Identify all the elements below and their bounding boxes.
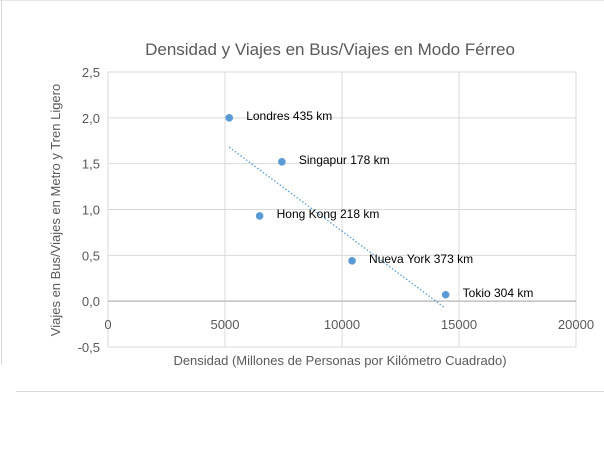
trendline-group: [228, 146, 445, 309]
y-tick-label: -0,5: [78, 340, 100, 355]
data-point: [441, 290, 450, 299]
frame-border-top: [0, 0, 604, 1]
y-axis-label: Viajes en Bus/Viajes en Metro y Tren Lig…: [48, 84, 63, 336]
x-tick-label: 0: [104, 317, 111, 332]
chart-title: Densidad y Viajes en Bus/Viajes en Modo …: [145, 40, 515, 59]
grid: [107, 71, 577, 348]
data-label: Tokio 304 km: [463, 286, 534, 300]
x-tick-label: 5000: [211, 317, 240, 332]
frame-border-left: [1, 0, 2, 365]
x-tick-label: 10000: [324, 317, 360, 332]
frame-border-bottom: [16, 391, 604, 392]
tick-labels: 0 5000 10000 15000 20000 -0,5 0,0 0,5 1,0 1,5 2,0 2…: [78, 65, 594, 355]
data-point: [348, 257, 356, 265]
x-tick-label: 20000: [558, 317, 594, 332]
x-tick-label: 15000: [441, 317, 477, 332]
data-label: Hong Kong 218 km: [277, 207, 380, 221]
data-point: [225, 114, 234, 122]
y-tick-label: 0,0: [82, 294, 100, 309]
y-tick-label: 2,0: [82, 111, 100, 126]
data-label: Singapur 178 km: [299, 153, 390, 167]
data-points: Londres 435 km Singapur 178 km Hong Kong 2…: [225, 109, 533, 300]
y-tick-label: 0,5: [82, 248, 100, 263]
y-tick-label: 1,0: [82, 203, 100, 218]
y-tick-label: 1,5: [82, 157, 100, 172]
x-axis-label: Densidad (Millones de Personas por Kilóm…: [173, 353, 506, 368]
data-label: Nueva York 373 km: [369, 252, 473, 266]
data-label: Londres 435 km: [246, 109, 332, 123]
data-point: [255, 212, 264, 220]
data-point: [278, 158, 286, 166]
y-tick-label: 2,5: [82, 65, 100, 80]
trendline: [228, 146, 445, 309]
